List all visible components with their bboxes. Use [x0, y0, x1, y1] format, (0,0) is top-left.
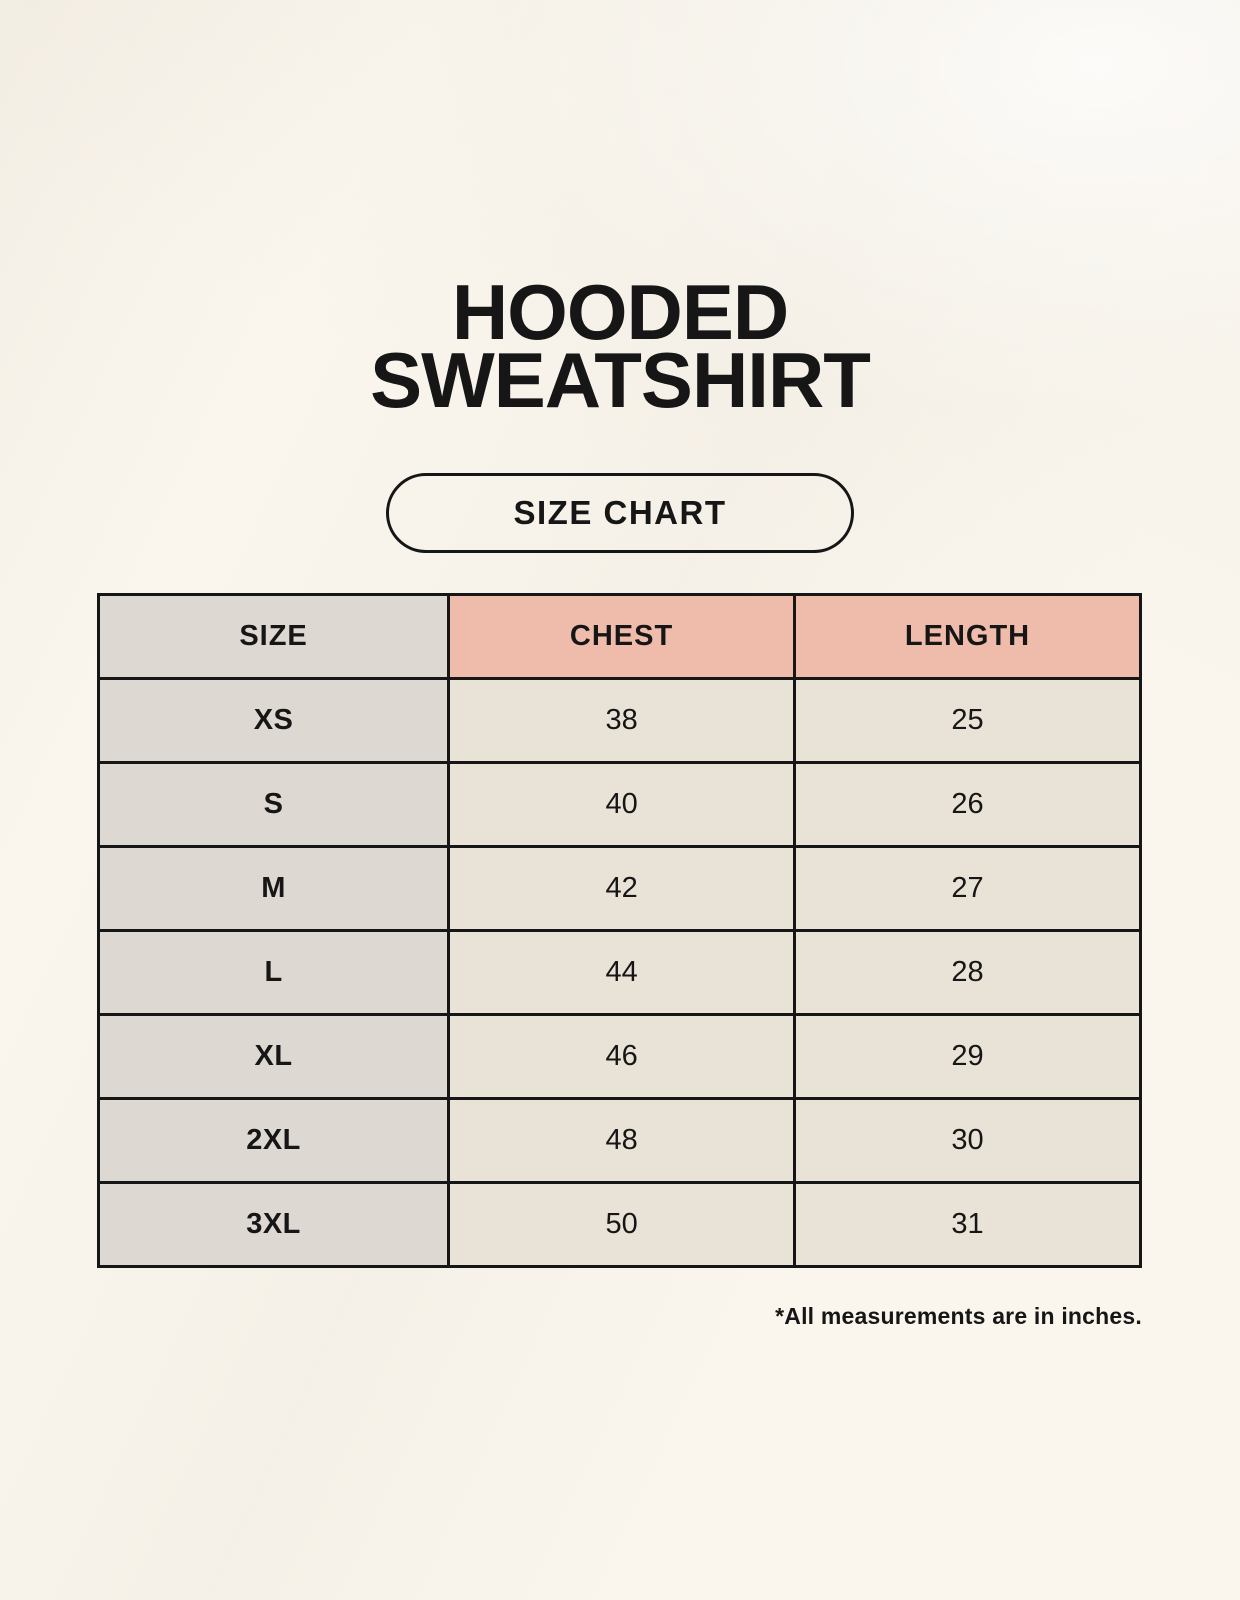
size-chart-button-label: SIZE CHART [513, 494, 727, 531]
table-row: L 44 28 [96, 929, 1142, 1016]
size-cell: XL [96, 1013, 451, 1100]
chest-cell: 50 [447, 1181, 797, 1268]
size-cell: S [96, 761, 451, 848]
product-title-line2: SWEATSHIRT [370, 336, 871, 424]
chest-cell: 44 [447, 929, 797, 1016]
size-cell: 3XL [96, 1181, 451, 1268]
length-cell: 26 [793, 761, 1142, 848]
table-row: S 40 26 [96, 761, 1142, 848]
table-row: XL 46 29 [96, 1013, 1142, 1100]
table-row: M 42 27 [96, 845, 1142, 932]
length-cell: 30 [793, 1097, 1142, 1184]
table-row: 2XL 48 30 [96, 1097, 1142, 1184]
table-row: XS 38 25 [96, 677, 1142, 764]
measurements-footnote: *All measurements are in inches. [775, 1303, 1142, 1329]
length-cell: 25 [793, 677, 1142, 764]
header-size: SIZE [96, 593, 451, 680]
size-table-header-row: SIZE CHEST LENGTH [96, 593, 1142, 680]
chest-cell: 42 [447, 845, 797, 932]
length-cell: 31 [793, 1181, 1142, 1268]
size-table: SIZE CHEST LENGTH XS 38 25 S 40 26 M 42 … [96, 593, 1142, 1268]
chest-cell: 46 [447, 1013, 797, 1100]
table-row: 3XL 50 31 [96, 1181, 1142, 1268]
size-cell: M [96, 845, 451, 932]
size-cell: 2XL [96, 1097, 451, 1184]
header-chest: CHEST [447, 593, 797, 680]
product-title-line1: HOODED [451, 268, 789, 356]
length-cell: 29 [793, 1013, 1142, 1100]
chest-cell: 38 [447, 677, 797, 764]
size-cell: L [96, 929, 451, 1016]
size-cell: XS [96, 677, 451, 764]
chest-cell: 48 [447, 1097, 797, 1184]
length-cell: 28 [793, 929, 1142, 1016]
chest-cell: 40 [447, 761, 797, 848]
header-length: LENGTH [793, 593, 1142, 680]
product-title: HOODED SWEATSHIRT [0, 268, 1240, 424]
length-cell: 27 [793, 845, 1142, 932]
size-chart-button[interactable]: SIZE CHART [386, 473, 854, 553]
